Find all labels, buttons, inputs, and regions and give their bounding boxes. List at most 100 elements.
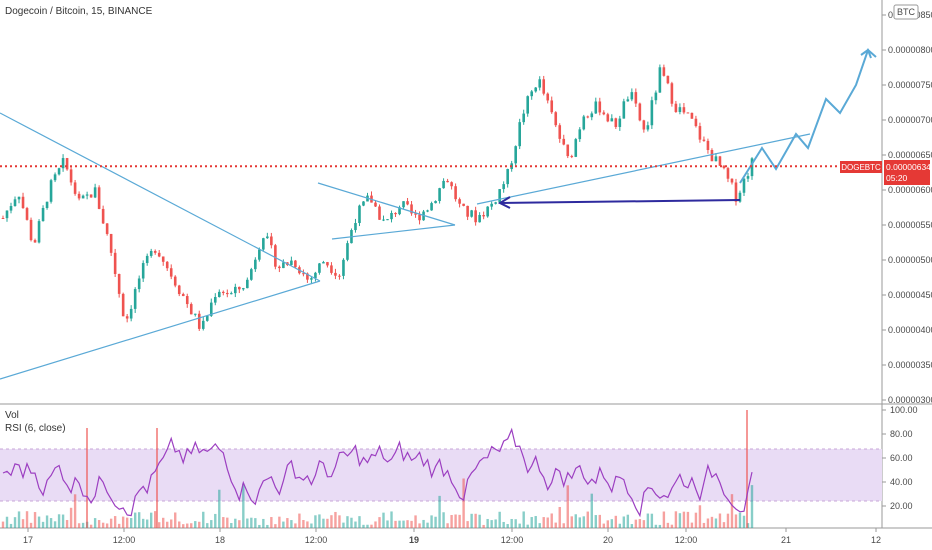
candle-body [638,103,642,121]
volume-bar [618,523,622,528]
volume-bar [422,519,425,528]
candle-body [169,268,173,277]
candle-body [434,201,437,204]
volume-bar [125,517,129,528]
volume-bar [318,514,321,528]
candle-body [418,214,421,221]
volume-bar [25,511,29,528]
candle-body [706,140,710,151]
rsi-axis-label: 100.00 [890,405,918,415]
price-axis[interactable]: 0.000008500.000008000.000007500.00000700… [882,10,932,405]
rsi-label: RSI (6, close) [5,423,66,434]
volume-bar [438,495,441,528]
currency-badge[interactable]: BTC [897,7,916,17]
volume-bar [246,518,249,528]
candle-body [246,279,249,289]
candle-body [586,116,590,118]
volume-bar [678,513,682,528]
rsi-line [2,427,753,518]
candle-body [446,180,449,183]
candle-body [666,75,670,84]
candle-body [157,252,161,257]
candle-body [354,223,357,231]
currency-badge-box[interactable] [893,4,919,20]
volume-bar [390,511,393,528]
volume-bar [218,489,221,528]
candle-body [442,180,445,189]
volume-bar [574,514,577,528]
candle-body [282,262,285,269]
candle-body [197,313,201,329]
volume-bar [702,522,706,528]
time-axis-label: 19 [409,535,419,545]
volume-bar [406,520,409,528]
candle-body [81,195,85,199]
candle-body [394,212,397,215]
time-axis[interactable]: 17 12:00 18 12:00 19 12:00 20 12:00 21 12 [23,528,881,545]
candle-body [410,204,413,214]
volume-bar [570,516,573,528]
candle-body [205,315,209,321]
rising-trendline [476,133,811,205]
volume-bar [306,521,309,528]
candle-body [85,194,89,196]
volume-bar [282,521,285,528]
candle-body [626,99,630,102]
volume-bar [133,512,137,528]
volume-bar [474,513,477,528]
candle-body [570,156,574,158]
candle-body [89,194,93,198]
volume-bar [646,513,650,528]
volume-bar [750,485,754,528]
volume-bar [162,517,165,528]
candle-body [698,126,702,140]
candle-body [714,156,718,162]
volume-bar [642,520,646,528]
volume-bar [622,516,626,528]
candle-body [213,297,217,303]
volume-bar [174,512,177,528]
volume-bar [630,524,634,528]
volume-bar [101,522,105,528]
volume-bar [466,521,469,528]
volume-bar [626,514,630,528]
candle-body [193,313,197,315]
volume-spike [746,410,748,528]
candle-body [1,218,5,219]
candle-body [65,158,69,170]
volume-bar [342,522,345,528]
volume-bar [81,522,85,528]
candle-body [13,199,17,207]
time-axis-label: 21 [781,535,791,545]
candle-body [498,189,501,203]
candle-body [702,139,706,141]
volume-bar [222,517,225,528]
projection-path [739,48,877,184]
trend-drawings[interactable] [0,48,877,380]
price-axis-label: 0.00000700 [888,115,932,125]
volume-bar [666,522,670,528]
candle-body [177,285,181,295]
volume-bar [562,523,565,528]
volume-bar [314,515,317,528]
candle-body [654,92,658,101]
candle-body [201,320,205,329]
volume-bar [386,520,389,528]
rsi-polyline [2,427,753,518]
candle-body [109,233,113,253]
volume-bar [530,517,533,528]
volume-bar [590,493,593,528]
candle-body [302,273,305,275]
volume-bar [298,513,301,528]
candle-body [209,302,213,316]
volume-bar [57,514,61,528]
volume-bar [518,523,521,528]
volume-bar [718,513,722,528]
candle-body [121,293,125,317]
candle-body [318,263,321,273]
candle-body [141,263,145,279]
candle-body [386,219,389,221]
candle-body [538,79,542,88]
volume-bar [154,511,157,528]
